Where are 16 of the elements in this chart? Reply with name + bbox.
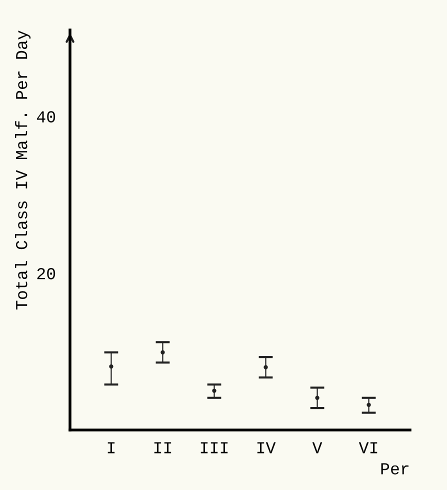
y-axis-title: Total Class IV Malf. Per Day — [15, 30, 31, 310]
point — [366, 402, 371, 407]
x-tick-label: V — [312, 442, 322, 454]
point — [212, 388, 216, 393]
x-tick-label: I — [108, 442, 115, 454]
y-tick-label: 40 — [36, 111, 56, 122]
point — [160, 350, 165, 354]
x-tick-label: IV — [257, 442, 276, 454]
y-tick-label: 20 — [37, 268, 56, 280]
x-tick-label: II — [154, 442, 172, 454]
point — [264, 365, 268, 370]
x-tick-label: VI — [358, 442, 378, 454]
x-axis-title: Per — [381, 463, 408, 474]
x-tick-label: III — [200, 442, 228, 454]
point — [315, 396, 320, 400]
point — [109, 364, 114, 369]
